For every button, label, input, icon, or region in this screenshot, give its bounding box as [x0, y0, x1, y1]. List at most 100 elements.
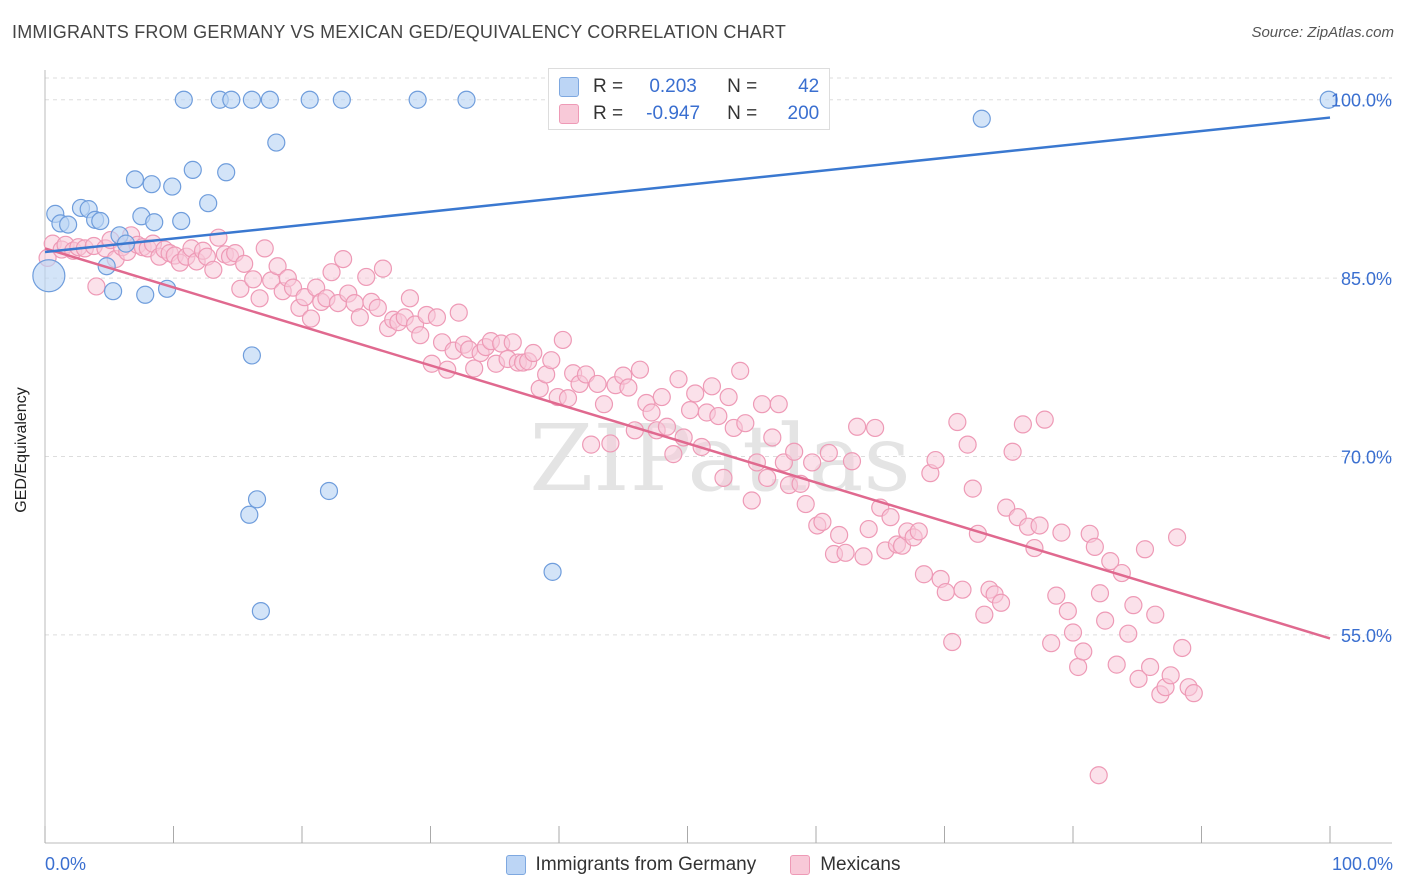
germany-point [91, 211, 110, 231]
y-tick-label: 100.0% [1331, 91, 1392, 111]
mexicans-point [503, 333, 522, 352]
mexicans-point [350, 308, 369, 327]
mexicans-point [742, 491, 761, 510]
mexicans-point [680, 401, 700, 420]
mexicans-point [1107, 655, 1126, 674]
y-tick-label: 70.0% [1341, 448, 1392, 468]
mexicans-point [1063, 623, 1083, 642]
chart-title: IMMIGRANTS FROM GERMANY VS MEXICAN GED/E… [12, 22, 787, 42]
mexicans-point [1096, 611, 1115, 630]
mexicans-point [714, 468, 733, 488]
mexicans-point [244, 270, 263, 289]
legend-item-mexicans[interactable]: Mexicans [790, 852, 900, 878]
stats-swatch-germany [559, 77, 579, 97]
mexicans-point [411, 326, 430, 345]
mexicans-point [866, 418, 885, 438]
mexicans-point [268, 257, 287, 276]
mexicans-point [334, 249, 353, 269]
germany-point [142, 175, 161, 194]
axes [44, 70, 1392, 844]
germany-point [163, 177, 182, 196]
r-label: R = [593, 103, 624, 124]
mexicans-point [209, 228, 228, 247]
mexicans-point [373, 259, 393, 278]
stats-row-mexicans: R = -0.947 N = 200 [559, 100, 819, 128]
mexicans-point [830, 525, 849, 545]
mexicans-point [1119, 624, 1138, 643]
mexicans-point [1129, 669, 1148, 688]
germany-point [183, 160, 202, 179]
mexicans-point [796, 494, 815, 514]
mexicans-point [881, 508, 900, 527]
germany-point [1319, 90, 1338, 109]
trend-lines [44, 116, 1331, 640]
mexicans-point [914, 565, 934, 584]
n-label: N = [727, 103, 758, 124]
mexicans-point [1047, 586, 1066, 605]
germany-point [242, 346, 261, 365]
mexicans-point [427, 308, 447, 327]
mexicans-point [1030, 516, 1049, 535]
mexicans-point [859, 519, 878, 539]
stats-legend: R = 0.203 N = 42 R = -0.947 N = 200 [548, 68, 830, 130]
mexicans-point [235, 254, 254, 273]
mexicans-point [1052, 523, 1071, 542]
mexicans-point [664, 445, 683, 464]
mexicans-point [1035, 410, 1054, 429]
mexicans-point [909, 522, 928, 541]
germany-points [32, 90, 1338, 621]
germany-point [260, 90, 279, 109]
legend-item-germany[interactable]: Immigrants from Germany [505, 852, 757, 878]
r-value-mexicans: -0.947 [646, 103, 701, 124]
germany-point [242, 90, 261, 109]
tick-labels: 55.0% 70.0% 85.0% 100.0% 0.0% 100.0% [45, 91, 1393, 874]
mexicans-point [731, 361, 750, 380]
mexicans-point [357, 267, 376, 287]
mexicans-trend-line [44, 247, 1331, 640]
legend-label-germany: Immigrants from Germany [535, 854, 757, 875]
mexicans-point [582, 435, 601, 454]
mexicans-point [524, 343, 543, 363]
mexicans-point [87, 277, 106, 296]
mexicans-point [1161, 666, 1180, 685]
germany-point [300, 90, 319, 109]
mexicans-point [301, 309, 321, 328]
mexicans-point [1089, 766, 1108, 785]
germany-point [332, 90, 351, 109]
n-value-germany: 42 [798, 76, 820, 97]
mexicans-point [601, 434, 620, 453]
germany-point [267, 133, 286, 152]
mexicans-point [686, 384, 705, 403]
mexicans-point [1003, 442, 1022, 461]
r-value-germany: 0.203 [649, 76, 697, 97]
mexicans-point [848, 417, 867, 436]
mexicans-point [736, 414, 755, 433]
mexicans-point [1173, 638, 1192, 658]
mexicans-point [588, 374, 607, 394]
mexicans-points [38, 226, 1203, 785]
mexicans-point [948, 412, 967, 432]
mexicans-point [642, 403, 661, 422]
mexicans-point [594, 395, 614, 414]
r-label: R = [593, 76, 624, 97]
germany-point [222, 90, 241, 109]
germany-point [247, 490, 267, 509]
mexicans-point [1074, 642, 1093, 661]
y-tick-label: 85.0% [1341, 269, 1392, 289]
mexicans-point [991, 593, 1011, 612]
mexicans-point [657, 417, 677, 436]
mexicans-point [953, 580, 972, 599]
germany-point [104, 282, 123, 301]
mexicans-point [758, 468, 777, 488]
mexicans-point [709, 406, 728, 426]
x-tick-label-min: 0.0% [45, 854, 86, 874]
mexicans-point [630, 360, 650, 379]
legend-label-mexicans: Mexicans [820, 854, 901, 875]
mexicans-point [975, 605, 994, 624]
mexicans-point [803, 453, 822, 472]
germany-point [217, 163, 236, 182]
mexicans-point [1090, 584, 1110, 603]
mexicans-point [1058, 601, 1077, 621]
mexicans-point [963, 479, 982, 498]
